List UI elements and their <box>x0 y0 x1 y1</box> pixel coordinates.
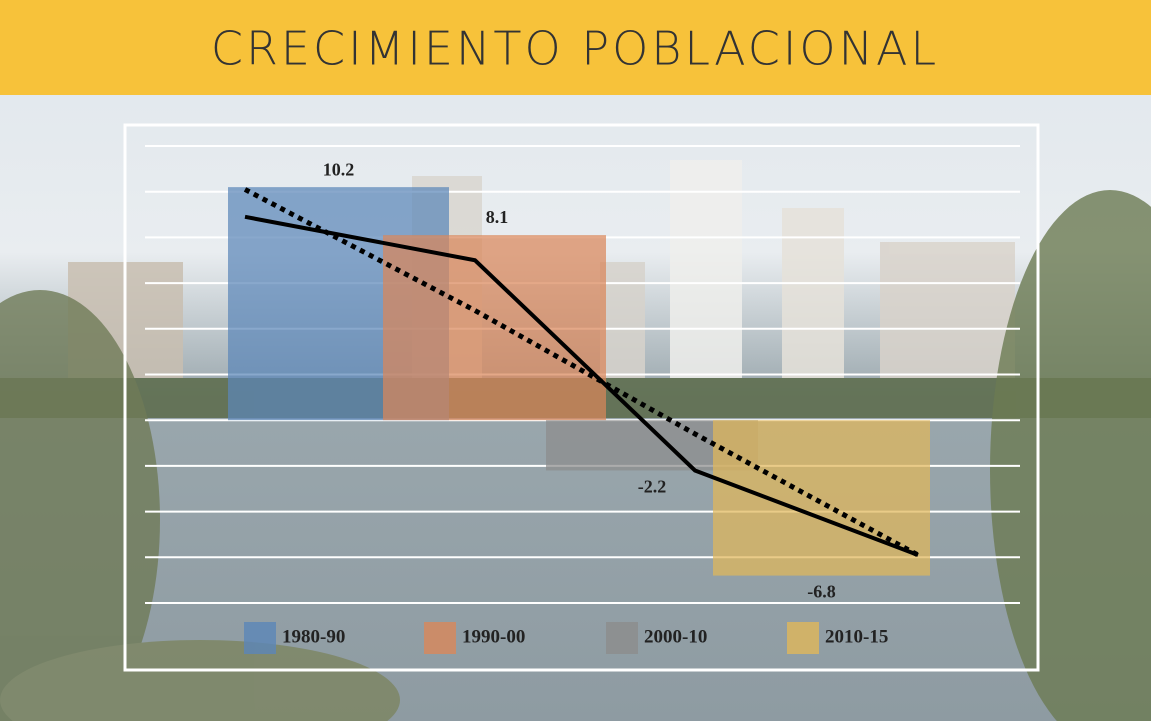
value-label: 8.1 <box>486 207 509 227</box>
page: CRECIMIENTO POBLACIONAL 10.2 8.1 -2.2 -6.8 1… <box>0 0 1151 721</box>
chart: CRECIMIENTO POBLACIONAL 10.2 8.1 -2.2 -6.8 1… <box>0 0 1151 721</box>
legend-label: 2010-15 <box>825 626 888 647</box>
legend-label: 1990-00 <box>462 626 525 647</box>
legend-swatch <box>606 622 638 654</box>
legend-label: 2000-10 <box>644 626 707 647</box>
legend-label: 1980-90 <box>282 626 345 647</box>
legend-swatch <box>244 622 276 654</box>
legend-swatch <box>787 622 819 654</box>
bar <box>383 235 606 420</box>
chart-title: CRECIMIENTO POBLACIONAL <box>211 22 939 76</box>
legend-swatch <box>424 622 456 654</box>
value-label: 10.2 <box>323 159 355 179</box>
value-label: -2.2 <box>638 477 667 497</box>
bar <box>713 420 930 575</box>
value-label: -6.8 <box>807 582 836 602</box>
